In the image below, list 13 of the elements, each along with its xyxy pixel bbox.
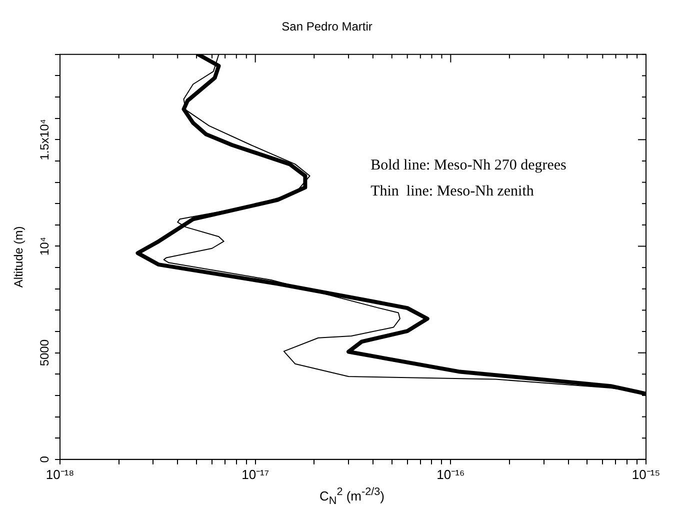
chart-title: San Pedro Martir bbox=[282, 20, 372, 34]
x-axis-title: C$_{N}$$^{2}$ (m$^{-2/3}$) bbox=[318, 486, 386, 507]
y-tick-label: 10⁴ bbox=[37, 236, 52, 256]
annotation: Thin line: Meso-Nh zenith bbox=[370, 183, 534, 200]
y-tick-label: 0 bbox=[37, 456, 52, 463]
y-axis-title: Altitude (m) bbox=[12, 226, 26, 288]
x-tick-label: 10⁻¹⁸ bbox=[46, 466, 74, 482]
y-tick-label: 1.5x10⁴ bbox=[37, 119, 52, 160]
x-tick-label: 10⁻¹⁵ bbox=[632, 466, 660, 482]
y-tick-label: 5000 bbox=[37, 339, 52, 366]
x-tick-label: 10⁻¹⁶ bbox=[436, 466, 465, 482]
annotation: Bold line: Meso-Nh 270 degrees bbox=[370, 157, 567, 174]
x-tick-label: 10⁻¹⁷ bbox=[242, 466, 270, 482]
